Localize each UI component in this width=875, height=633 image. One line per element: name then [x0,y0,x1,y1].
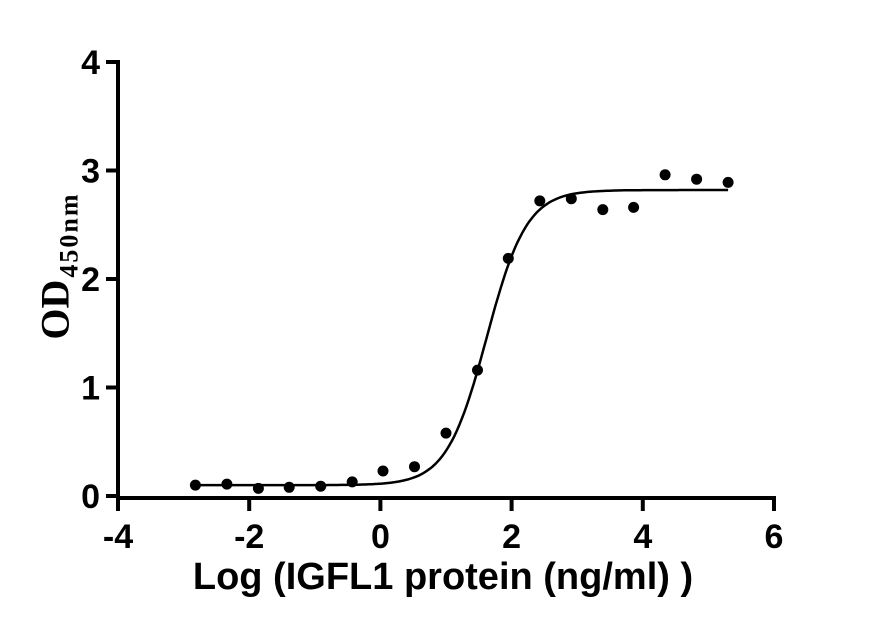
data-point [377,465,389,477]
y-tick-label: 1 [81,370,100,408]
data-point [628,201,640,213]
x-axis-title: Log (IGFL1 protein (ng/ml) ) [192,556,694,598]
data-point [691,173,703,185]
data-point [722,176,734,188]
x-tick-label: 6 [765,518,784,556]
data-point [252,482,264,494]
x-tick-label: 2 [502,518,521,556]
x-tick-label: -2 [234,518,264,556]
y-axis-title-subscript: 450nm [54,192,84,278]
data-point [189,479,201,491]
data-point [221,478,233,490]
x-tick-label: 0 [371,518,390,556]
data-point [346,476,358,488]
data-point [597,204,609,216]
data-point [534,195,546,207]
y-axis-title: OD450nm [32,192,85,339]
data-point [440,427,452,439]
y-tick-label: 0 [81,478,100,516]
x-tick-label: 4 [633,518,652,556]
fit-curve [195,188,729,487]
data-point [315,480,327,492]
y-tick-label: 4 [81,44,100,82]
y-axis-title-main: OD [32,279,78,340]
data-point [659,169,671,181]
y-tick-label: 3 [81,153,100,191]
data-point [409,461,420,473]
data-point [472,364,483,376]
data-point [502,252,514,264]
data-point [283,481,295,493]
x-tick-label: -4 [103,518,133,556]
data-point [565,193,577,205]
y-tick-label: 2 [81,261,100,299]
